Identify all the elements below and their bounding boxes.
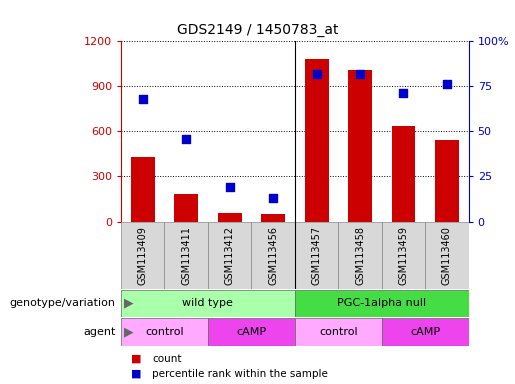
Bar [251,222,295,289]
Text: count: count [152,354,181,364]
Bar [382,222,425,289]
Bar [121,318,208,346]
Point [269,195,277,201]
Point [356,71,364,77]
Bar [174,194,198,222]
Text: GSM113409: GSM113409 [138,226,148,285]
Text: ■: ■ [131,369,142,379]
Bar [391,126,416,222]
Text: wild type: wild type [182,298,233,308]
Bar [425,222,469,289]
Text: control: control [319,327,357,337]
Text: GSM113459: GSM113459 [399,226,408,285]
Text: ▶: ▶ [124,325,133,338]
Bar [121,290,295,317]
Bar [295,290,469,317]
Bar [295,222,338,289]
Bar [208,222,251,289]
Bar [382,318,469,346]
Text: cAMP: cAMP [236,327,266,337]
Point [139,96,147,102]
Point [313,71,321,77]
Text: GSM113411: GSM113411 [181,226,191,285]
Text: GSM113460: GSM113460 [442,226,452,285]
Bar [208,318,295,346]
Text: percentile rank within the sample: percentile rank within the sample [152,369,328,379]
Text: control: control [145,327,184,337]
Bar [338,222,382,289]
Point [182,136,191,142]
Text: GDS2149 / 1450783_at: GDS2149 / 1450783_at [177,23,338,37]
Text: agent: agent [83,327,116,337]
Text: GSM113457: GSM113457 [312,226,321,285]
Bar [304,59,329,222]
Text: ▶: ▶ [124,297,133,310]
Bar [435,141,459,222]
Text: genotype/variation: genotype/variation [10,298,116,308]
Point [399,90,407,96]
Bar [121,222,164,289]
Point [443,81,451,88]
Text: GSM113412: GSM113412 [225,226,235,285]
Text: GSM113456: GSM113456 [268,226,278,285]
Text: GSM113458: GSM113458 [355,226,365,285]
Bar [295,318,382,346]
Bar [131,157,154,222]
Text: ■: ■ [131,354,142,364]
Bar [218,213,242,222]
Bar [261,214,285,222]
Bar [164,222,208,289]
Text: PGC-1alpha null: PGC-1alpha null [337,298,426,308]
Point [226,184,234,190]
Bar [348,70,372,222]
Text: cAMP: cAMP [410,327,440,337]
